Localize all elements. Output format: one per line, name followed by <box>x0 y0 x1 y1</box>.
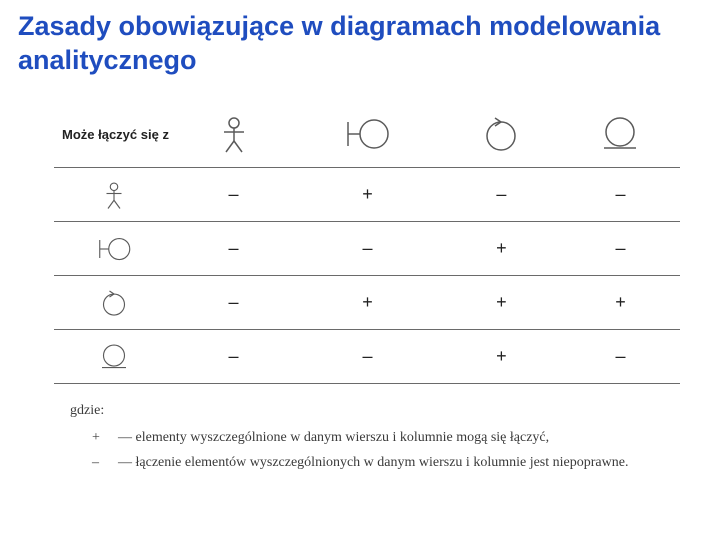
cell: – <box>174 222 293 276</box>
cell: + <box>442 276 561 330</box>
legend-plus-text: — elementy wyszczególnione w danym wiers… <box>118 427 549 448</box>
cell: – <box>561 222 680 276</box>
actor-icon <box>54 180 174 210</box>
row-header-boundary <box>54 222 174 276</box>
rules-table-container: Może łączyć się z <box>54 102 680 385</box>
cell: + <box>442 222 561 276</box>
rules-table: Może łączyć się z <box>54 102 680 385</box>
legend-plus-symbol: + <box>92 427 118 448</box>
cell: + <box>293 276 442 330</box>
cell: – <box>561 330 680 384</box>
legend-where: gdzie: <box>70 400 660 421</box>
entity-icon <box>561 114 680 154</box>
legend: gdzie: + — elementy wyszczególnione w da… <box>92 400 660 473</box>
cell: – <box>174 276 293 330</box>
control-icon <box>442 114 561 154</box>
table-row: – – + – <box>54 222 680 276</box>
legend-minus-symbol: – <box>92 452 118 473</box>
slide-title: Zasady obowiązujące w diagramach modelow… <box>0 0 720 84</box>
col-header-actor <box>174 102 293 168</box>
boundary-icon <box>54 234 174 264</box>
entity-icon <box>54 342 174 372</box>
cell: – <box>442 168 561 222</box>
cell: – <box>561 168 680 222</box>
legend-minus: – — łączenie elementów wyszczególnionych… <box>92 452 660 473</box>
table-row: – + – – <box>54 168 680 222</box>
cell: – <box>293 222 442 276</box>
table-row: – + + + <box>54 276 680 330</box>
cell: – <box>174 330 293 384</box>
header-corner-label: Może łączyć się z <box>54 102 174 168</box>
row-header-control <box>54 276 174 330</box>
cell: + <box>442 330 561 384</box>
actor-icon <box>174 114 293 154</box>
cell: + <box>561 276 680 330</box>
legend-minus-text: — łączenie elementów wyszczególnionych w… <box>118 452 628 473</box>
col-header-entity <box>561 102 680 168</box>
col-header-control <box>442 102 561 168</box>
legend-plus: + — elementy wyszczególnione w danym wie… <box>92 427 660 448</box>
boundary-icon <box>293 114 442 154</box>
control-icon <box>54 288 174 318</box>
cell: – <box>293 330 442 384</box>
table-header-row: Może łączyć się z <box>54 102 680 168</box>
row-header-actor <box>54 168 174 222</box>
col-header-boundary <box>293 102 442 168</box>
cell: – <box>174 168 293 222</box>
cell: + <box>293 168 442 222</box>
row-header-entity <box>54 330 174 384</box>
table-row: – – + – <box>54 330 680 384</box>
